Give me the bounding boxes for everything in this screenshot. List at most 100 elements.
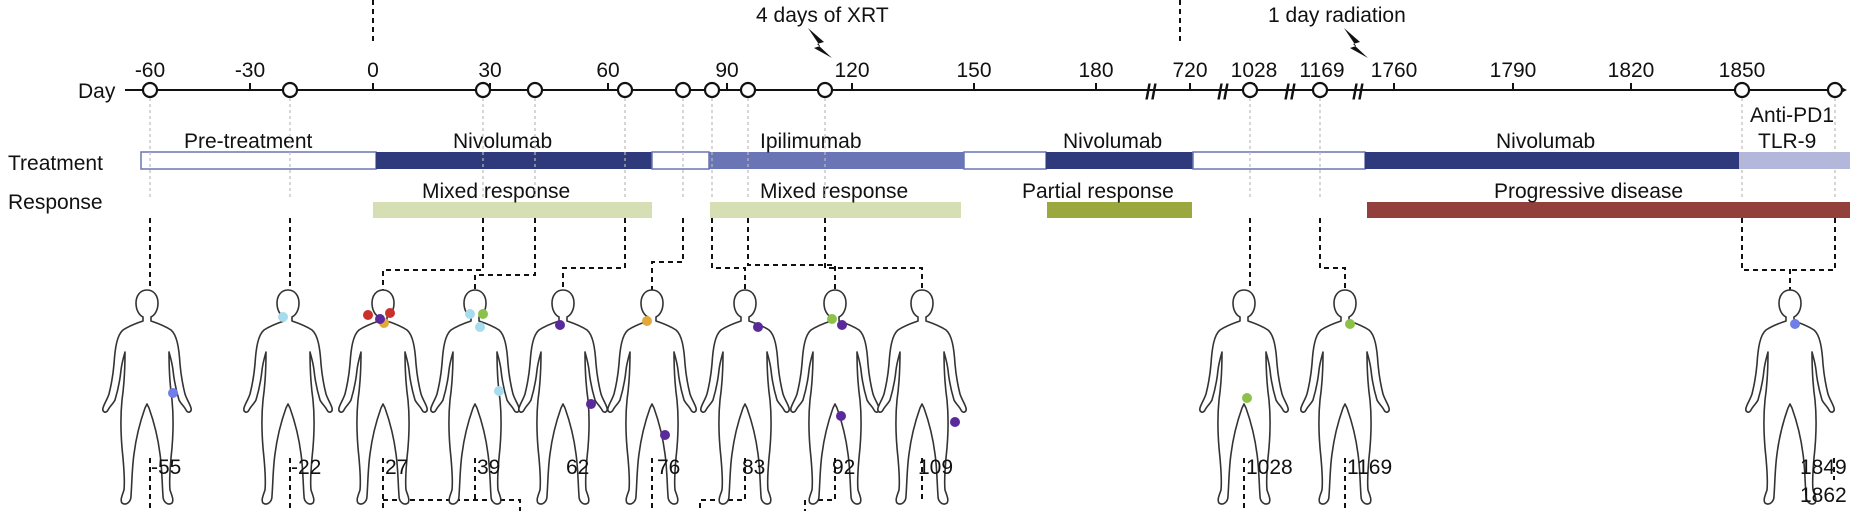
connector-line — [1319, 218, 1346, 290]
connector-line — [1790, 218, 1836, 271]
lesion-dot — [385, 308, 395, 318]
sample-markers — [141, 81, 1844, 99]
body-figure — [518, 289, 608, 505]
timepoint-label: 27 — [385, 456, 408, 479]
treatment-label-nivolumab: Nivolumab — [1063, 130, 1162, 153]
treatment-segment — [1739, 152, 1850, 169]
response-bar — [373, 202, 652, 218]
response-bar — [1047, 202, 1192, 218]
treatment-segment — [963, 151, 1047, 170]
connector-line — [824, 218, 923, 290]
timepoint-label: 39 — [477, 456, 500, 479]
xrt-annotation: 4 days of XRT — [756, 4, 889, 27]
treatment-label-pre: Pre-treatment — [184, 130, 313, 153]
timepoint-label: 1169 — [1347, 456, 1392, 479]
lesion-dot — [950, 417, 960, 427]
axis-tick-label: 1790 — [1490, 59, 1537, 82]
axis-tick-label: 30 — [478, 59, 501, 82]
timepoint-label: 92 — [832, 456, 855, 479]
timepoint-label: 76 — [657, 456, 680, 479]
axis-tick-label: 1850 — [1719, 59, 1766, 82]
timepoint-label: 83 — [742, 456, 765, 479]
body-figure — [1745, 289, 1835, 505]
connector-line — [747, 218, 836, 290]
lesion-dot — [836, 411, 846, 421]
lesion-dot — [278, 312, 288, 322]
axis-break-mark: // — [1352, 81, 1364, 104]
timepoint-label: 62 — [566, 456, 589, 479]
axis-tick-label: 1169 — [1299, 59, 1344, 82]
sample-marker — [616, 81, 634, 99]
treatment-segment — [1192, 151, 1366, 170]
response-bar — [710, 202, 961, 218]
lesion-dot — [753, 322, 763, 332]
connector-line — [382, 218, 484, 290]
body-figure — [607, 289, 697, 505]
treatment-segment — [651, 151, 710, 170]
lesion-dot — [837, 320, 847, 330]
axis-break-mark: // — [1217, 81, 1229, 104]
axis-break-mark: // — [1284, 81, 1296, 104]
lesion-dot — [586, 399, 596, 409]
response-label: Partial response — [1022, 180, 1174, 203]
lightning-icon — [1344, 28, 1368, 58]
timepoint-label: -55 — [151, 456, 181, 479]
lesion-dot — [660, 430, 670, 440]
treatment-segment — [140, 151, 377, 170]
treatment-segment — [1046, 152, 1193, 169]
axis-tick-label: -60 — [135, 59, 165, 82]
lesion-dot — [494, 386, 504, 396]
sample-marker — [1241, 81, 1259, 99]
body-figure — [1199, 289, 1289, 505]
axis-tick-label: 1028 — [1231, 59, 1278, 82]
lightning-icon — [808, 28, 832, 58]
connector-line — [562, 218, 626, 290]
lesion-dot — [478, 309, 488, 319]
response-row-label: Response — [8, 191, 103, 214]
axis-tick-label: 720 — [1172, 59, 1207, 82]
connector-lines — [149, 98, 1836, 511]
body-figure — [243, 289, 333, 505]
day-row-label: Day — [78, 80, 116, 103]
sample-marker — [739, 81, 757, 99]
sample-marker — [816, 81, 834, 99]
lesion-dot — [827, 314, 837, 324]
timepoint-label: 1849 — [1800, 456, 1847, 479]
axis-tick-label: 180 — [1078, 59, 1113, 82]
axis-tick-label: 90 — [715, 59, 738, 82]
connector-line — [1741, 218, 1791, 290]
treatment-label-nivolumab: Nivolumab — [1496, 130, 1595, 153]
axis-tick-label: 1760 — [1371, 59, 1418, 82]
treatment-segment — [709, 152, 964, 169]
body-figure — [877, 289, 967, 505]
axis-tick-label: 60 — [596, 59, 619, 82]
timepoint-label: -22 — [291, 456, 321, 479]
sample-marker — [526, 81, 544, 99]
body-figure — [790, 289, 880, 505]
sample-marker — [1311, 81, 1329, 99]
response-bar — [1367, 202, 1850, 218]
treatment-label-antipd1: Anti-PD1 — [1750, 104, 1834, 127]
axis-tick-label: 0 — [367, 59, 379, 82]
axis-tick-label: 1820 — [1608, 59, 1655, 82]
sample-marker — [703, 81, 721, 99]
body-figure — [430, 289, 520, 505]
response-label: Mixed response — [422, 180, 570, 203]
sample-marker — [674, 81, 692, 99]
body-figure — [338, 289, 428, 505]
connector-line — [382, 458, 521, 511]
lesion-dot — [475, 322, 485, 332]
sample-marker — [1826, 81, 1844, 99]
sample-marker — [474, 81, 492, 99]
timepoint-label: 1862 — [1800, 484, 1847, 507]
treatment-label-tlr9: TLR-9 — [1758, 130, 1816, 153]
body-figure — [1300, 289, 1390, 505]
lesion-dot — [363, 310, 373, 320]
radiation-annotation: 1 day radiation — [1268, 4, 1406, 27]
treatment-segment — [1365, 152, 1739, 169]
body-figure — [102, 289, 192, 505]
axis-break-mark: // — [1145, 81, 1157, 104]
treatment-segment — [376, 152, 652, 169]
body-figures — [102, 289, 1835, 505]
sample-marker — [141, 81, 159, 99]
